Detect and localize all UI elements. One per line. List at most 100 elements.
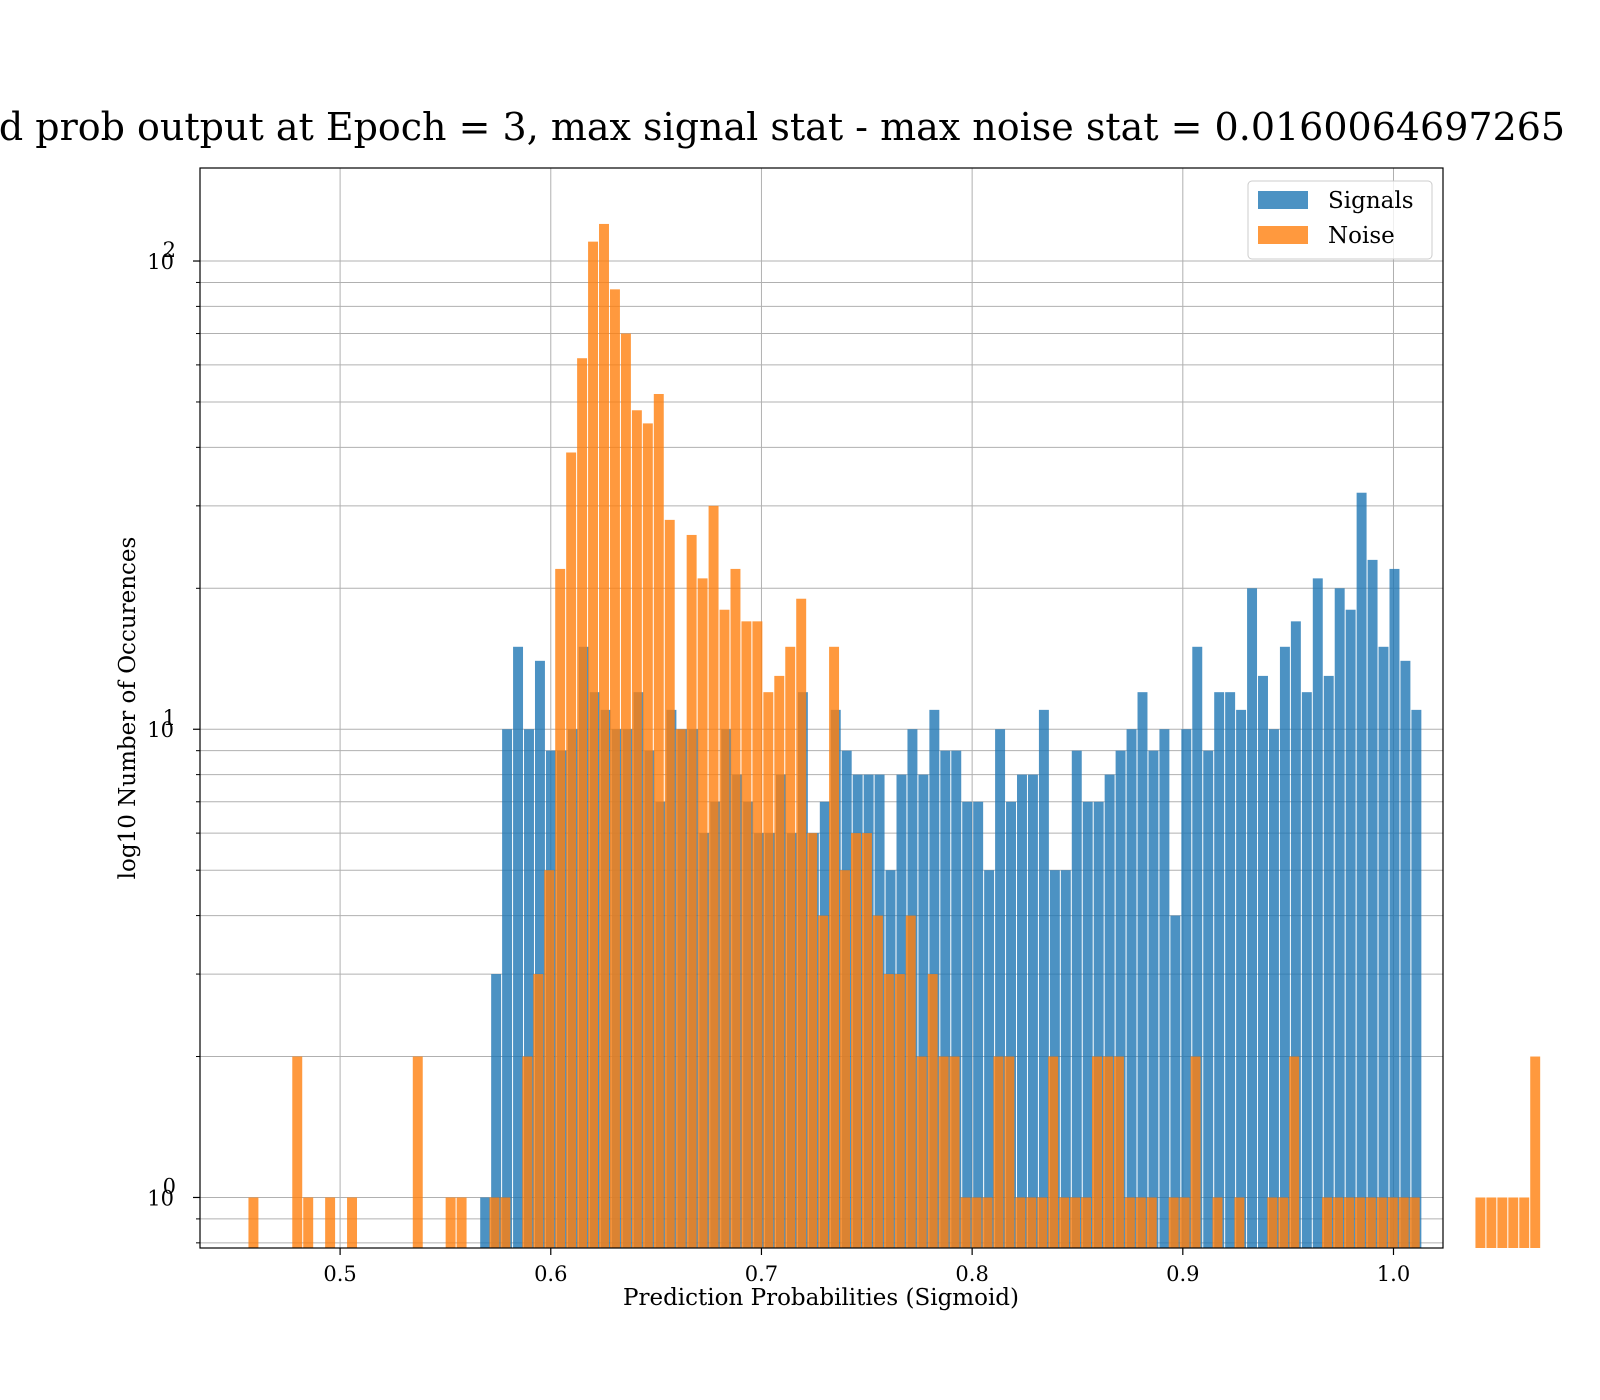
y-tick-label: 10 [147, 1186, 174, 1210]
bar-noise [1322, 1197, 1333, 1248]
bar-noise [960, 1197, 971, 1248]
bar-noise [1278, 1197, 1289, 1248]
bar-noise [1354, 1197, 1365, 1248]
bar-noise [1026, 1197, 1037, 1248]
bar-noise [292, 1056, 303, 1248]
bar-noise [993, 1056, 1004, 1248]
bar-signals [1389, 568, 1400, 1248]
bar-noise [1168, 1197, 1179, 1248]
bar-noise [971, 1197, 982, 1248]
bar-signals [1027, 774, 1038, 1248]
bar-signals [1159, 729, 1170, 1248]
bar-noise [949, 1056, 960, 1248]
bar-noise [500, 1197, 511, 1248]
bar-noise [248, 1197, 259, 1248]
bar-noise [1113, 1056, 1124, 1248]
bar-signals [1279, 646, 1290, 1248]
bar-noise [1289, 1056, 1300, 1248]
bar-noise [1508, 1197, 1519, 1248]
bar-noise [861, 833, 872, 1248]
bar-signals [1137, 692, 1148, 1248]
bar-signals [1247, 588, 1258, 1248]
bar-signals [1082, 801, 1093, 1248]
bar-signals [940, 750, 951, 1248]
bar-noise [1376, 1197, 1387, 1248]
bar-signals [1060, 870, 1071, 1248]
bar-noise [1519, 1197, 1530, 1248]
bar-signals [1268, 729, 1279, 1248]
bar-signals [973, 801, 984, 1248]
legend-label-noise: Noise [1328, 223, 1395, 249]
bar-signals [534, 660, 545, 1248]
bar-signals [1225, 692, 1236, 1248]
bar-noise [1486, 1197, 1497, 1248]
y-tick-exponent: 1 [163, 706, 176, 730]
bar-signals [1334, 588, 1345, 1248]
bar-signals [1104, 774, 1115, 1248]
bar-noise [719, 609, 730, 1248]
bar-noise [730, 568, 741, 1248]
bar-noise [1037, 1197, 1048, 1248]
bar-signals [1170, 915, 1181, 1248]
bar-noise [1398, 1197, 1409, 1248]
bar-signals [1290, 621, 1301, 1248]
bar-noise [796, 598, 807, 1248]
bar-noise [653, 393, 664, 1249]
bar-noise [872, 915, 883, 1248]
bar-noise [1267, 1197, 1278, 1248]
bar-noise [347, 1197, 358, 1248]
bar-noise [445, 1197, 456, 1248]
bar-noise [741, 621, 752, 1248]
bar-noise [489, 1197, 500, 1248]
bar-noise [522, 1056, 533, 1248]
y-tick-label: 10 [147, 250, 174, 274]
bar-noise [1365, 1197, 1376, 1248]
bar-noise [631, 410, 642, 1248]
bar-noise [752, 621, 763, 1248]
bar-signals [1126, 729, 1137, 1248]
bar-noise [588, 241, 599, 1248]
legend-swatch-signals [1258, 191, 1308, 209]
bar-noise [325, 1197, 336, 1248]
bar-noise [763, 692, 774, 1248]
bar-signals [951, 750, 962, 1248]
bar-signals [1323, 675, 1334, 1248]
bar-noise [1124, 1197, 1135, 1248]
x-tick-label: 0.7 [745, 1262, 778, 1286]
y-tick-exponent: 0 [163, 1174, 176, 1198]
bar-noise [807, 833, 818, 1248]
bar-noise [609, 289, 620, 1248]
bar-signals [1203, 750, 1214, 1248]
bar-noise [1070, 1197, 1081, 1248]
bar-signals [1038, 709, 1049, 1248]
bar-signals [918, 774, 929, 1248]
bar-noise [1333, 1197, 1343, 1248]
bar-noise [1190, 1056, 1201, 1248]
bar-noise [1475, 1197, 1486, 1248]
bar-noise [1048, 1056, 1059, 1248]
bar-signals [1006, 801, 1017, 1248]
bar-noise [1212, 1197, 1223, 1248]
y-tick-exponent: 2 [163, 238, 176, 262]
legend: Signals Noise [1247, 180, 1433, 260]
bar-noise [1059, 1197, 1070, 1248]
x-tick-label: 0.5 [323, 1262, 356, 1286]
bar-noise [566, 452, 577, 1248]
bar-noise [1409, 1197, 1420, 1248]
x-tick-label: 0.9 [1166, 1262, 1199, 1286]
bar-noise [785, 646, 796, 1248]
bar-noise [1004, 1056, 1015, 1248]
bar-noise [642, 423, 653, 1249]
bar-noise [412, 1056, 423, 1248]
bar-signals [480, 1197, 491, 1248]
bar-noise [686, 534, 697, 1248]
bar-signals [1378, 646, 1389, 1248]
y-tick-label: 10 [147, 718, 174, 742]
bar-signals [1192, 646, 1203, 1248]
bar-signals [1214, 692, 1225, 1248]
bar-noise [829, 646, 840, 1248]
chart-title: d prob output at Epoch = 3, max signal s… [0, 105, 1565, 149]
bar-signals [1181, 729, 1192, 1248]
